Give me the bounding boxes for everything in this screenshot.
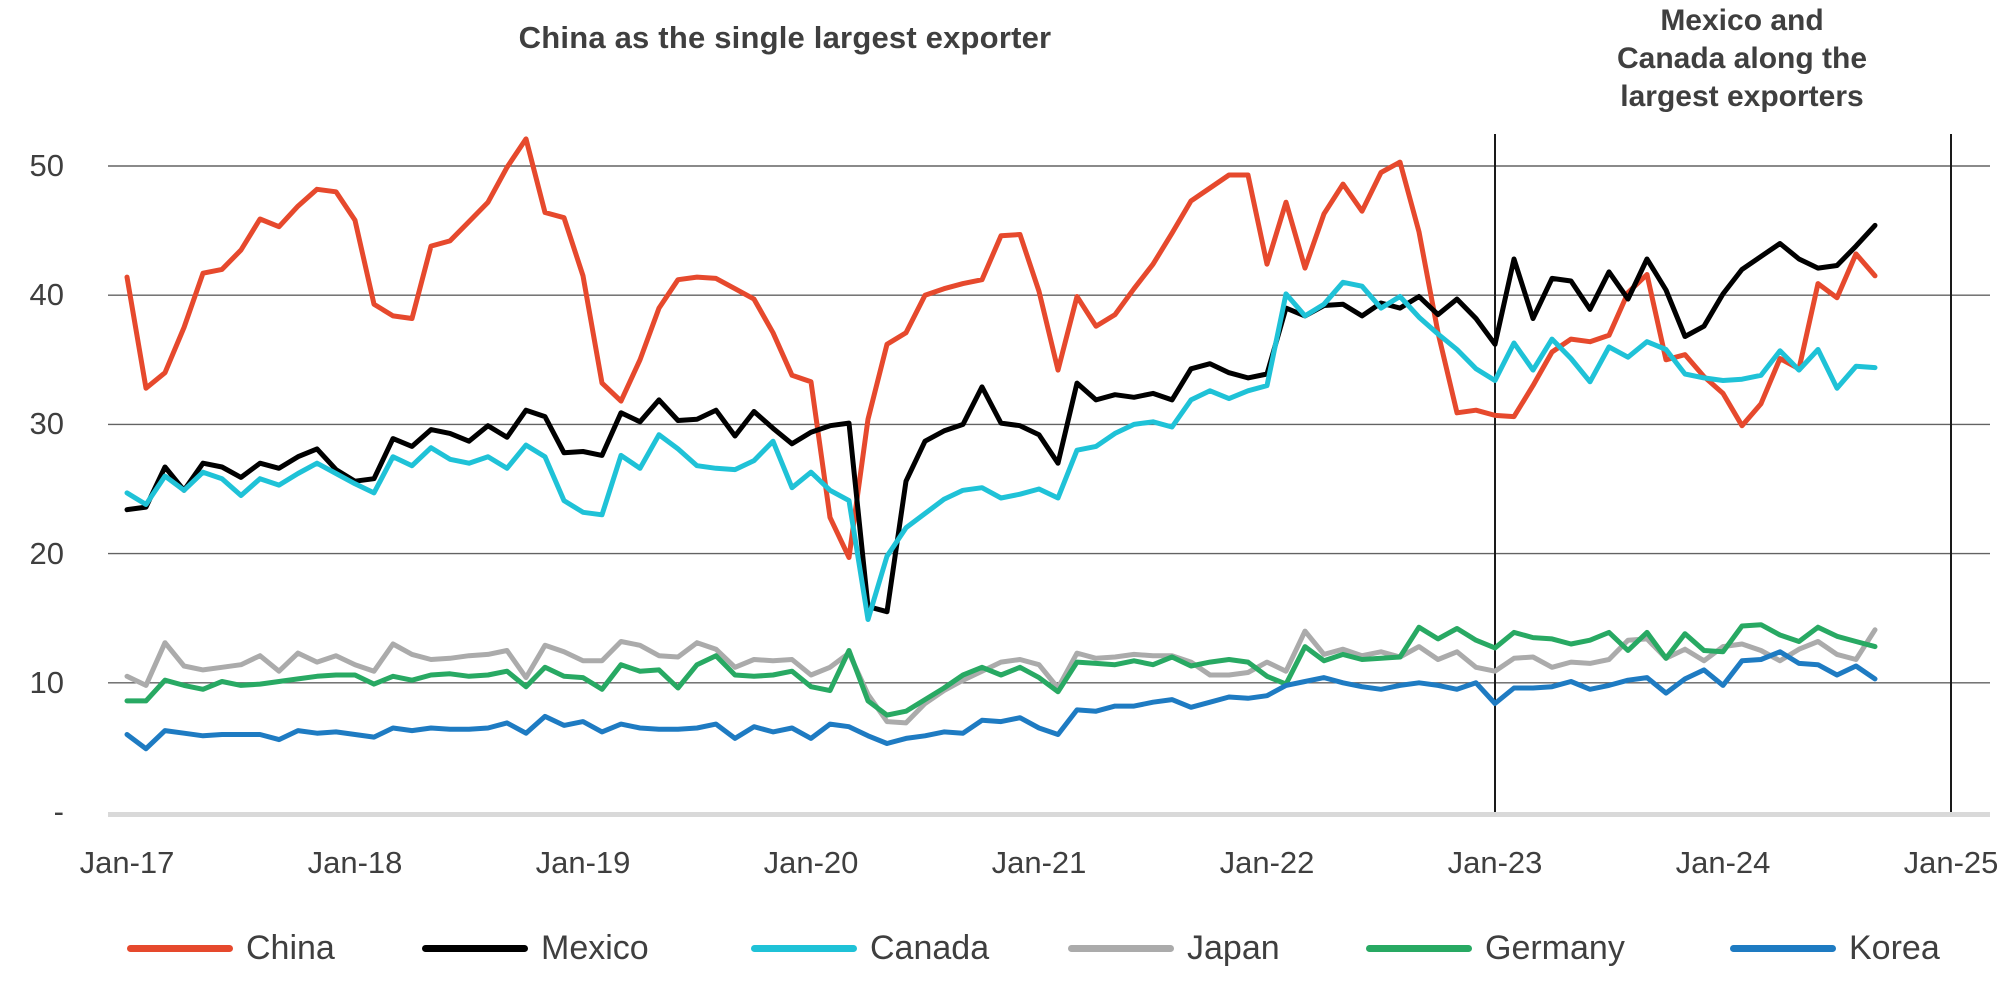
- legend-label-canada: Canada: [870, 928, 990, 967]
- y-tick-label--: -: [53, 794, 64, 829]
- series-line-japan: [124, 627, 1878, 726]
- y-tick-label-10: 10: [29, 664, 64, 700]
- legend-label-japan: Japan: [1187, 928, 1280, 967]
- legend-label-germany: Germany: [1485, 928, 1625, 967]
- annotation-line-2: Canada along the: [1616, 42, 1868, 75]
- series-line-germany: [124, 622, 1878, 718]
- annotation-china-largest-exporter: China as the single largest exporter: [518, 20, 1052, 55]
- y-tick-label-30: 30: [29, 406, 64, 442]
- series-line-china: [124, 136, 1878, 560]
- series-line-canada: [124, 279, 1878, 622]
- annotation-line-1: Mexico and: [1660, 4, 1824, 37]
- legend-label-mexico: Mexico: [541, 928, 649, 967]
- legend-label-korea: Korea: [1849, 928, 1940, 967]
- annotation-mexico-canada-largest-exporters: Mexico and Canada along the largest expo…: [1542, 2, 1942, 116]
- y-tick-label-40: 40: [29, 277, 64, 313]
- x-tick-label-jan-18: Jan-18: [307, 845, 403, 880]
- x-tick-label-jan-22: Jan-22: [1219, 845, 1315, 880]
- legend-swatch-mexico: [422, 944, 528, 952]
- legend-item-korea: Korea: [1730, 926, 1940, 970]
- series-line-mexico: [124, 222, 1878, 615]
- x-tick-label-jan-21: Jan-21: [991, 845, 1087, 880]
- y-tick-label-50: 50: [29, 148, 64, 183]
- x-tick-label-jan-23: Jan-23: [1447, 845, 1543, 880]
- x-tick-label-jan-19: Jan-19: [535, 845, 631, 880]
- legend-swatch-china: [127, 944, 233, 952]
- x-tick-label-jan-24: Jan-24: [1675, 845, 1771, 880]
- legend-swatch-japan: [1068, 944, 1174, 952]
- legend-item-germany: Germany: [1366, 926, 1625, 970]
- legend-label-china: China: [246, 928, 335, 967]
- x-tick-label-jan-20: Jan-20: [763, 845, 859, 880]
- y-tick-label-20: 20: [29, 535, 64, 571]
- legend-swatch-germany: [1366, 944, 1472, 952]
- legend-item-canada: Canada: [751, 926, 989, 970]
- legend-item-japan: Japan: [1068, 926, 1280, 970]
- series-line-korea: [124, 649, 1878, 752]
- legend-swatch-canada: [751, 944, 857, 952]
- legend-swatch-korea: [1730, 944, 1836, 952]
- annotation-line-3: largest exporters: [1620, 80, 1864, 113]
- x-tick-label-jan-17: Jan-17: [79, 845, 175, 880]
- legend-item-china: China: [127, 926, 335, 970]
- x-tick-label-jan-25: Jan-25: [1903, 845, 1999, 880]
- legend-item-mexico: Mexico: [422, 926, 649, 970]
